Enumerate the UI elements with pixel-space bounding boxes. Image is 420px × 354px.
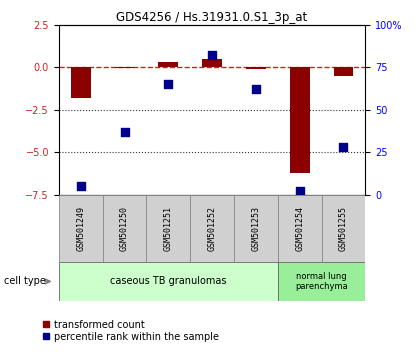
Bar	[290, 67, 310, 173]
Bar	[278, 195, 322, 262]
Bar	[333, 67, 353, 76]
Bar	[102, 195, 147, 262]
Text: GSM501252: GSM501252	[207, 206, 217, 251]
Bar	[202, 59, 222, 67]
Title: GDS4256 / Hs.31931.0.S1_3p_at: GDS4256 / Hs.31931.0.S1_3p_at	[116, 11, 308, 24]
Text: GSM501251: GSM501251	[164, 206, 173, 251]
Bar	[190, 195, 234, 262]
Legend: transformed count, percentile rank within the sample: transformed count, percentile rank withi…	[39, 316, 223, 346]
Point	[340, 144, 347, 150]
Bar	[59, 195, 102, 262]
Text: GSM501249: GSM501249	[76, 206, 85, 251]
Bar	[234, 195, 278, 262]
Text: normal lung
parenchyma: normal lung parenchyma	[295, 272, 348, 291]
Bar	[278, 262, 365, 301]
Bar	[59, 262, 278, 301]
Point	[77, 183, 84, 189]
Text: GSM501253: GSM501253	[252, 206, 260, 251]
Text: GSM501250: GSM501250	[120, 206, 129, 251]
Bar	[158, 62, 178, 67]
Text: cell type: cell type	[4, 276, 46, 286]
Point	[252, 86, 259, 92]
Text: GSM501254: GSM501254	[295, 206, 304, 251]
Bar	[71, 67, 91, 98]
Bar	[322, 195, 365, 262]
Point	[165, 81, 172, 87]
Point	[121, 129, 128, 135]
Point	[209, 52, 215, 58]
Point	[297, 188, 303, 194]
Bar	[147, 195, 190, 262]
Bar	[246, 67, 266, 69]
Text: GSM501255: GSM501255	[339, 206, 348, 251]
Text: caseous TB granulomas: caseous TB granulomas	[110, 276, 226, 286]
Bar	[115, 67, 134, 68]
